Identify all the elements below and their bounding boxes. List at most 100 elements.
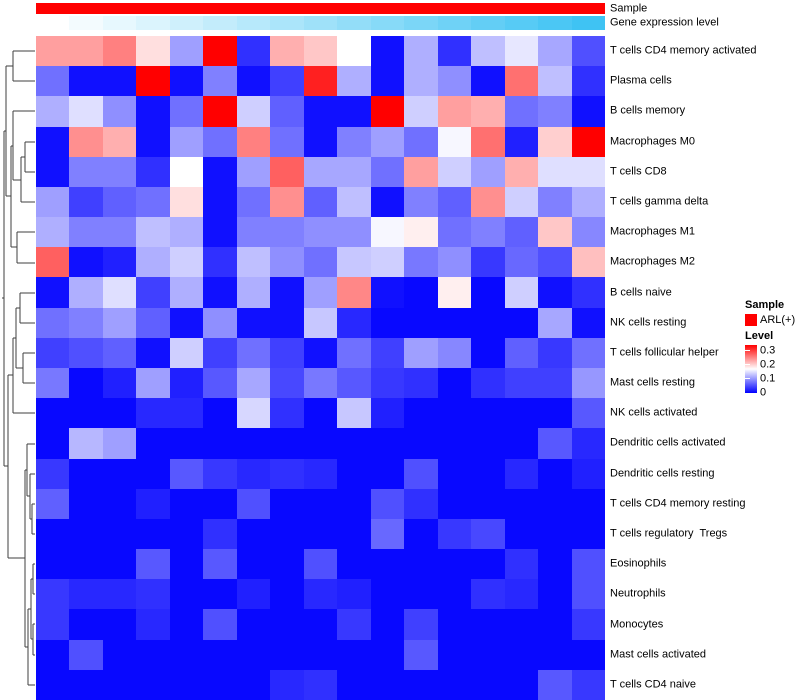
heatmap-cell: [169, 398, 204, 429]
heatmap-cell: [571, 36, 605, 67]
heatmap-cell: [370, 367, 405, 399]
heatmap-cell: [203, 367, 237, 399]
heatmap-cell: [169, 36, 204, 67]
heatmap-cell: [303, 247, 338, 278]
heatmap-cell: [504, 66, 539, 97]
heatmap-cell: [303, 367, 338, 399]
heatmap-cell: [571, 217, 605, 248]
gene-level-annotation-cell: [169, 16, 204, 30]
heatmap-cell: [571, 307, 605, 338]
heatmap-cell: [69, 669, 103, 700]
heatmap-cell: [504, 126, 539, 157]
heatmap-cell: [370, 609, 405, 640]
heatmap-cell: [69, 518, 103, 550]
row-label: Monocytes: [610, 618, 664, 631]
heatmap-cell: [136, 579, 170, 610]
heatmap-cell: [404, 307, 438, 338]
heatmap-cell: [370, 518, 405, 550]
heatmap-cell: [437, 36, 472, 67]
heatmap-cell: [236, 518, 271, 550]
heatmap-cell: [36, 488, 70, 519]
heatmap-cell: [504, 428, 539, 459]
heatmap-cell: [270, 66, 304, 97]
heatmap-cell: [136, 669, 170, 700]
heatmap-cell: [404, 277, 438, 308]
heatmap-cell: [404, 186, 438, 218]
heatmap-cell: [203, 337, 237, 368]
heatmap-cell: [303, 337, 338, 368]
heatmap-cell: [404, 609, 438, 640]
heatmap-cell: [471, 367, 505, 399]
heatmap-cell: [538, 669, 572, 700]
level-tick-label: 0.1: [760, 372, 776, 385]
heatmap-cell: [538, 639, 572, 670]
heatmap-cell: [102, 156, 137, 187]
heatmap-cell: [36, 156, 70, 187]
heatmap-cell: [69, 66, 103, 97]
heatmap-cell: [370, 126, 405, 157]
heatmap-cell: [303, 518, 338, 550]
heatmap-cell: [404, 398, 438, 429]
heatmap-cell: [36, 518, 70, 550]
heatmap-cell: [136, 518, 170, 550]
heatmap-cell: [370, 398, 405, 429]
row-label: T cells gamma delta: [610, 195, 709, 208]
heatmap-grid: [36, 36, 605, 700]
heatmap-cell: [538, 579, 572, 610]
heatmap-cell: [203, 518, 237, 550]
gene-level-annotation-cell: [69, 16, 103, 30]
heatmap-cell: [169, 337, 204, 368]
heatmap-cell: [303, 36, 338, 67]
heatmap-cell: [102, 126, 137, 157]
heatmap-cell: [169, 367, 204, 399]
heatmap-cell: [370, 669, 405, 700]
heatmap-cell: [102, 639, 137, 670]
heatmap-cell: [370, 156, 405, 187]
heatmap-cell: [270, 186, 304, 218]
gene-level-annotation-cell: [337, 16, 371, 30]
heatmap-cell: [36, 66, 70, 97]
heatmap-cell: [102, 398, 137, 429]
heatmap-cell: [102, 96, 137, 127]
heatmap-cell: [404, 549, 438, 580]
row-label: Mast cells resting: [610, 376, 695, 389]
heatmap-cell: [69, 247, 103, 278]
heatmap-cell: [136, 217, 170, 248]
heatmap-cell: [437, 247, 472, 278]
heatmap-cell: [471, 639, 505, 670]
heatmap-cell: [471, 186, 505, 218]
heatmap-cell: [236, 669, 271, 700]
heatmap-cell: [337, 518, 371, 550]
heatmap-cell: [136, 549, 170, 580]
heatmap-cell: [504, 186, 539, 218]
heatmap-cell: [337, 156, 371, 187]
heatmap-cell: [169, 96, 204, 127]
gene-level-annotation-cell: [538, 16, 572, 30]
heatmap-cell: [337, 66, 371, 97]
heatmap-cell: [370, 186, 405, 218]
heatmap-cell: [102, 609, 137, 640]
heatmap-cell: [471, 247, 505, 278]
heatmap-cell: [471, 579, 505, 610]
heatmap-cell: [370, 549, 405, 580]
heatmap-cell: [538, 428, 572, 459]
heatmap-cell: [203, 247, 237, 278]
heatmap-cell: [404, 639, 438, 670]
heatmap-cell: [270, 367, 304, 399]
heatmap-cell: [136, 36, 170, 67]
heatmap-cell: [538, 337, 572, 368]
heatmap-cell: [571, 247, 605, 278]
heatmap-cell: [404, 96, 438, 127]
row-label: T cells CD4 memory activated: [610, 44, 757, 57]
heatmap-cell: [270, 307, 304, 338]
heatmap-cell: [136, 367, 170, 399]
heatmap-cell: [571, 96, 605, 127]
heatmap-cell: [538, 217, 572, 248]
heatmap-cell: [437, 66, 472, 97]
heatmap-cell: [36, 639, 70, 670]
heatmap-cell: [69, 96, 103, 127]
heatmap-cell: [404, 669, 438, 700]
heatmap-cell: [504, 398, 539, 429]
heatmap-cell: [471, 488, 505, 519]
row-label: T cells CD4 memory resting: [610, 497, 746, 510]
